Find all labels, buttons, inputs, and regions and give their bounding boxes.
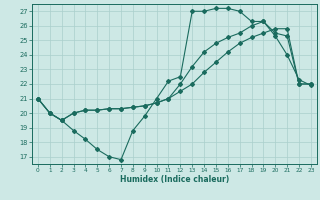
X-axis label: Humidex (Indice chaleur): Humidex (Indice chaleur)	[120, 175, 229, 184]
